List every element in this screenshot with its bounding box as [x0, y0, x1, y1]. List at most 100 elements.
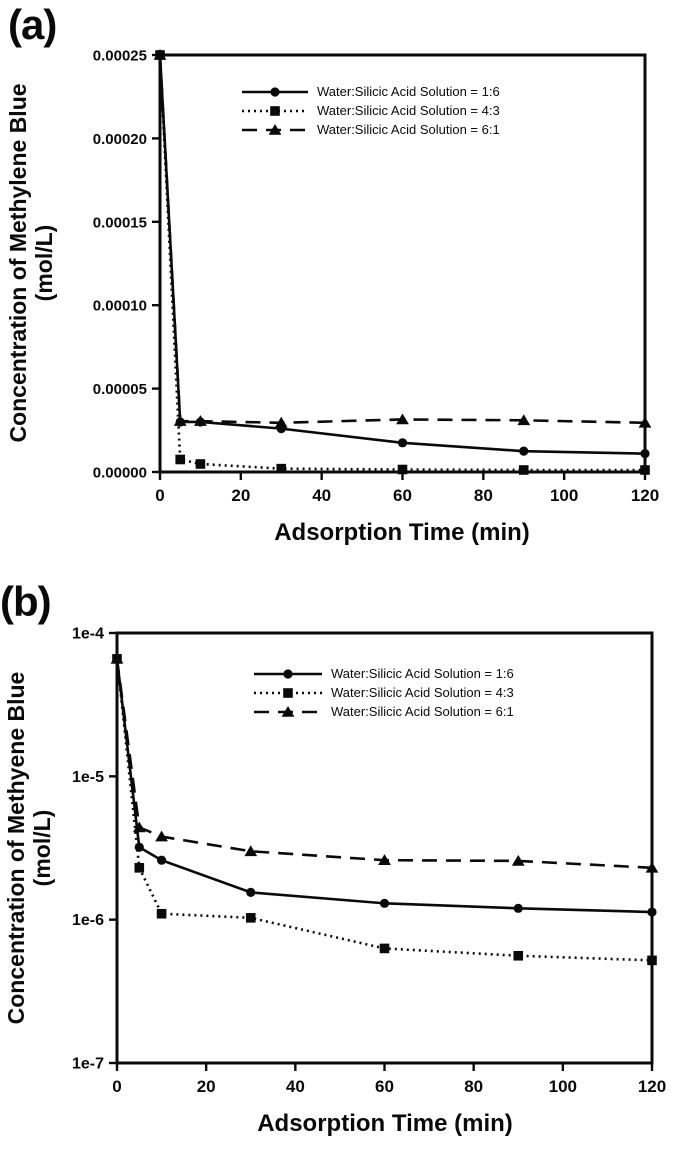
chart-a-canvas: 0.00000 0.00005 0.00010 0.00015 0.00020 0.000… [93, 48, 659, 506]
legend-sample-dotted-square-icon [242, 105, 308, 116]
circle-marker [156, 855, 167, 865]
legend-label: Water:Silicic Acid Solution = 6:1 [331, 704, 514, 719]
legend-b: Water:Silicic Acid Solution = 1:6 Water:… [252, 664, 514, 721]
y-tick-label: 0.00015 [93, 214, 147, 231]
legend-item: Water:Silicic Acid Solution = 1:6 [252, 664, 514, 683]
legend-sample-circle-marker [270, 86, 280, 97]
legend-label: Water:Silicic Acid Solution = 4:3 [317, 103, 500, 118]
y-tick-label: 1e-6 [72, 912, 104, 929]
circle-marker [276, 424, 286, 434]
y-axis-title-b-units: (mol/L) [29, 809, 55, 887]
triangle-marker [378, 854, 391, 865]
legend-sample-dotted-square-icon [254, 687, 322, 698]
square-marker [175, 454, 186, 465]
circle-marker [519, 446, 529, 456]
x-tick-label: 80 [464, 1077, 483, 1096]
y-tick-label: 0.00020 [93, 131, 147, 148]
x-tick-label: 0 [112, 1077, 121, 1096]
y-axis-title-b-line1: Concentration of Methyene Blue [3, 671, 29, 1025]
legend-sample-dashed-triangle-icon [254, 705, 322, 717]
x-tick-label: 60 [375, 1077, 394, 1096]
legend-label: Water:Silicic Acid Solution = 6:1 [317, 122, 500, 137]
square-marker [112, 654, 122, 664]
x-tick-label: 20 [231, 486, 250, 505]
square-marker [276, 463, 287, 474]
square-marker [397, 464, 408, 475]
x-tick-label: 100 [550, 486, 578, 505]
series-markers-square [155, 50, 650, 475]
legend-item: Water:Silicic Acid Solution = 6:1 [240, 120, 500, 139]
panel-b-label: (b) [0, 578, 52, 625]
legend-sample-solid-circle-icon [242, 86, 308, 97]
circle-marker [513, 903, 523, 913]
triangle-marker [638, 416, 652, 428]
square-marker [513, 950, 524, 961]
series-markers-square [112, 654, 657, 966]
y-axis-title-b: Concentration of Methyene Blue (mol/L) [3, 672, 55, 1025]
y-tick-label: 0.00025 [93, 48, 147, 65]
square-marker [155, 50, 165, 60]
x-tick-label: 0 [155, 486, 164, 505]
triangle-marker [645, 861, 659, 873]
legend-sample-triangle-marker [268, 123, 282, 135]
circle-marker [175, 417, 185, 427]
x-axis-title-a: Adsorption Time (min) [274, 519, 530, 546]
panel-a-label: (a) [8, 1, 57, 48]
triangle-marker [274, 416, 288, 428]
legend-item: Water:Silicic Acid Solution = 1:6 [240, 82, 500, 101]
chart-b-canvas: 1e-4 1e-5 1e-6 1e-7 0 20 40 60 80 100 120 [72, 626, 666, 1097]
x-axis-title-b: Adsorption Time (min) [257, 1110, 513, 1137]
x-axis: 0 20 40 60 80 100 120 [155, 472, 659, 505]
panel-a: 0.00000 0.00005 0.00010 0.00015 0.00020 0.000… [0, 0, 677, 570]
legend-item: Water:Silicic Acid Solution = 6:1 [252, 702, 514, 721]
y-tick-label: 1e-4 [72, 626, 104, 643]
square-marker [518, 465, 529, 475]
square-marker [640, 465, 650, 475]
x-tick-label: 80 [474, 486, 493, 505]
circle-marker [379, 898, 390, 908]
triangle-marker [244, 845, 258, 857]
x-tick-label: 100 [549, 1077, 577, 1096]
square-marker [647, 955, 657, 966]
legend-label: Water:Silicic Acid Solution = 4:3 [331, 685, 514, 700]
x-tick-label: 40 [312, 486, 331, 505]
circle-marker [647, 907, 657, 917]
y-axis-title-a-units: (mol/L) [31, 224, 57, 302]
legend-sample-square-marker [283, 687, 293, 698]
legend-sample-dashed-triangle-icon [242, 123, 308, 135]
triangle-marker [511, 854, 525, 866]
circle-marker [195, 417, 206, 427]
legend-item: Water:Silicic Acid Solution = 4:3 [252, 683, 514, 702]
y-tick-label: 0.00000 [93, 465, 147, 482]
triangle-marker [517, 414, 531, 426]
y-axis: 1e-4 1e-5 1e-6 1e-7 [72, 626, 117, 1073]
square-marker [134, 863, 145, 873]
x-tick-label: 120 [631, 486, 659, 505]
square-marker [195, 459, 206, 469]
legend-sample-circle-marker [283, 668, 293, 679]
legend-item: Water:Silicic Acid Solution = 4:3 [240, 101, 500, 120]
circle-marker [640, 449, 650, 459]
triangle-marker [132, 821, 146, 833]
circle-marker [134, 842, 144, 852]
x-tick-label: 120 [638, 1077, 666, 1096]
x-tick-label: 60 [393, 486, 412, 505]
square-marker [156, 908, 167, 919]
legend-sample-triangle-marker [281, 705, 295, 717]
y-tick-label: 0.00005 [93, 381, 147, 398]
legend-label: Water:Silicic Acid Solution = 1:6 [331, 666, 514, 681]
y-tick-label: 1e-7 [72, 1056, 104, 1073]
y-tick-label: 0.00010 [93, 298, 147, 315]
circle-marker [246, 887, 256, 897]
legend-sample-square-marker [270, 105, 280, 116]
x-axis: 0 20 40 60 80 100 120 [112, 1063, 666, 1096]
legend-label: Water:Silicic Acid Solution = 1:6 [317, 84, 500, 99]
square-marker [379, 943, 390, 954]
y-tick-label: 1e-5 [72, 769, 104, 786]
legend-sample-solid-circle-icon [254, 668, 322, 679]
y-axis-title-a-line1: Concentration of Methylene Blue [5, 83, 31, 443]
panel-b: 1e-4 1e-5 1e-6 1e-7 0 20 40 60 80 100 120 (b) Conc… [0, 575, 677, 1155]
legend-a: Water:Silicic Acid Solution = 1:6 Water:… [240, 82, 500, 139]
triangle-marker [155, 830, 168, 842]
